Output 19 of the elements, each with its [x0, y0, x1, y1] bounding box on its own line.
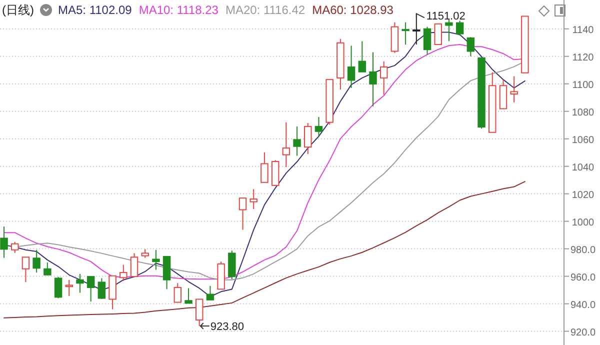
y-tick-label: 1100: [572, 80, 594, 91]
y-tick-label: 980.0: [570, 244, 596, 256]
y-tick-label: 1040: [572, 162, 595, 174]
y-tick-label: 1120: [572, 52, 594, 64]
y-tick-label: 1020: [572, 190, 595, 201]
text: MA10: 1118.23: [138, 3, 219, 17]
text: MA60: 1028.93: [312, 3, 394, 17]
y-tick-label: 940.0: [570, 300, 596, 311]
annotation: 1151.02: [426, 10, 466, 23]
chart-title: (日线): [2, 3, 34, 17]
text: MA20: 1116.42: [225, 3, 306, 17]
y-tick-label: 960.0: [570, 272, 596, 284]
y-tick-label: 1080: [572, 107, 595, 118]
y-tick-label: 1000: [572, 217, 595, 228]
y-tick-label: 920.0: [570, 327, 596, 338]
y-tick-label: 1060: [572, 134, 595, 146]
annotation: 923.80: [210, 321, 244, 334]
y-tick-label: 1140: [572, 24, 594, 36]
text: MA5: 1102.09: [58, 3, 132, 17]
